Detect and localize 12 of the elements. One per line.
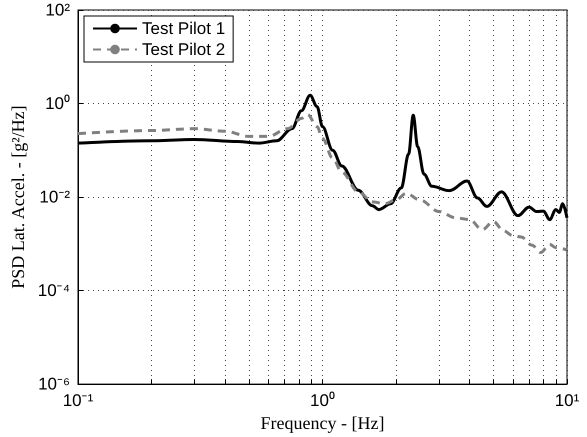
y-tick-label: 10⁰ xyxy=(45,94,70,114)
y-tick-label: 10⁻⁴ xyxy=(38,281,70,300)
y-tick-label: 10⁻⁶ xyxy=(38,374,70,394)
legend-label: Test Pilot 2 xyxy=(142,40,226,59)
y-tick-label: 10⁻² xyxy=(39,188,70,207)
x-tick-label: 10¹ xyxy=(554,391,580,410)
x-tick-label: 10⁰ xyxy=(310,391,335,410)
y-tick-label: 10² xyxy=(45,0,70,20)
x-axis-title: Frequency - [Hz] xyxy=(260,413,384,433)
legend-label: Test Pilot 1 xyxy=(142,19,226,38)
x-tick-label: 10⁻¹ xyxy=(62,391,94,410)
y-axis-title: PSD Lat. Accel. - [g²/Hz] xyxy=(8,105,28,289)
